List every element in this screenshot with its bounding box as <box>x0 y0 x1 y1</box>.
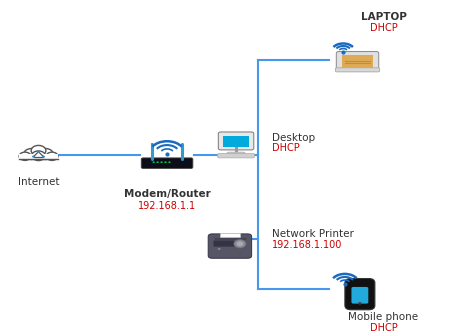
Circle shape <box>182 143 183 144</box>
FancyBboxPatch shape <box>223 135 249 147</box>
Circle shape <box>32 151 46 161</box>
Text: 192.168.1.1: 192.168.1.1 <box>138 201 196 211</box>
FancyBboxPatch shape <box>213 241 234 247</box>
Circle shape <box>218 248 221 250</box>
Circle shape <box>168 161 171 163</box>
Circle shape <box>164 161 167 163</box>
Text: DHCP: DHCP <box>370 23 397 33</box>
FancyBboxPatch shape <box>342 55 374 68</box>
Circle shape <box>24 149 39 160</box>
FancyBboxPatch shape <box>351 287 368 304</box>
FancyBboxPatch shape <box>227 152 245 156</box>
Text: DHCP: DHCP <box>273 143 300 153</box>
Text: Desktop: Desktop <box>273 133 316 143</box>
Circle shape <box>237 241 244 246</box>
Circle shape <box>153 161 155 163</box>
FancyBboxPatch shape <box>208 234 252 258</box>
Circle shape <box>156 161 159 163</box>
FancyBboxPatch shape <box>336 68 380 72</box>
Circle shape <box>31 145 46 156</box>
Circle shape <box>234 240 246 248</box>
FancyBboxPatch shape <box>19 154 58 159</box>
Circle shape <box>46 152 58 160</box>
FancyBboxPatch shape <box>218 154 255 158</box>
Text: 192.168.1.100: 192.168.1.100 <box>272 240 342 250</box>
Text: Internet: Internet <box>18 177 59 187</box>
Text: Network Printer: Network Printer <box>272 229 354 240</box>
Circle shape <box>160 161 163 163</box>
Circle shape <box>37 151 40 153</box>
Text: Mobile phone: Mobile phone <box>348 312 419 323</box>
Circle shape <box>37 149 53 160</box>
Circle shape <box>358 302 361 304</box>
Circle shape <box>32 156 35 158</box>
FancyBboxPatch shape <box>345 279 375 310</box>
FancyBboxPatch shape <box>214 238 246 240</box>
FancyBboxPatch shape <box>220 233 240 238</box>
Text: DHCP: DHCP <box>370 323 397 333</box>
Text: Modem/Router: Modem/Router <box>124 189 210 199</box>
FancyBboxPatch shape <box>336 51 379 71</box>
FancyBboxPatch shape <box>219 132 254 150</box>
Text: LAPTOP: LAPTOP <box>361 12 406 22</box>
Circle shape <box>19 152 31 160</box>
Circle shape <box>151 143 153 144</box>
Circle shape <box>42 156 45 158</box>
FancyBboxPatch shape <box>141 158 193 168</box>
